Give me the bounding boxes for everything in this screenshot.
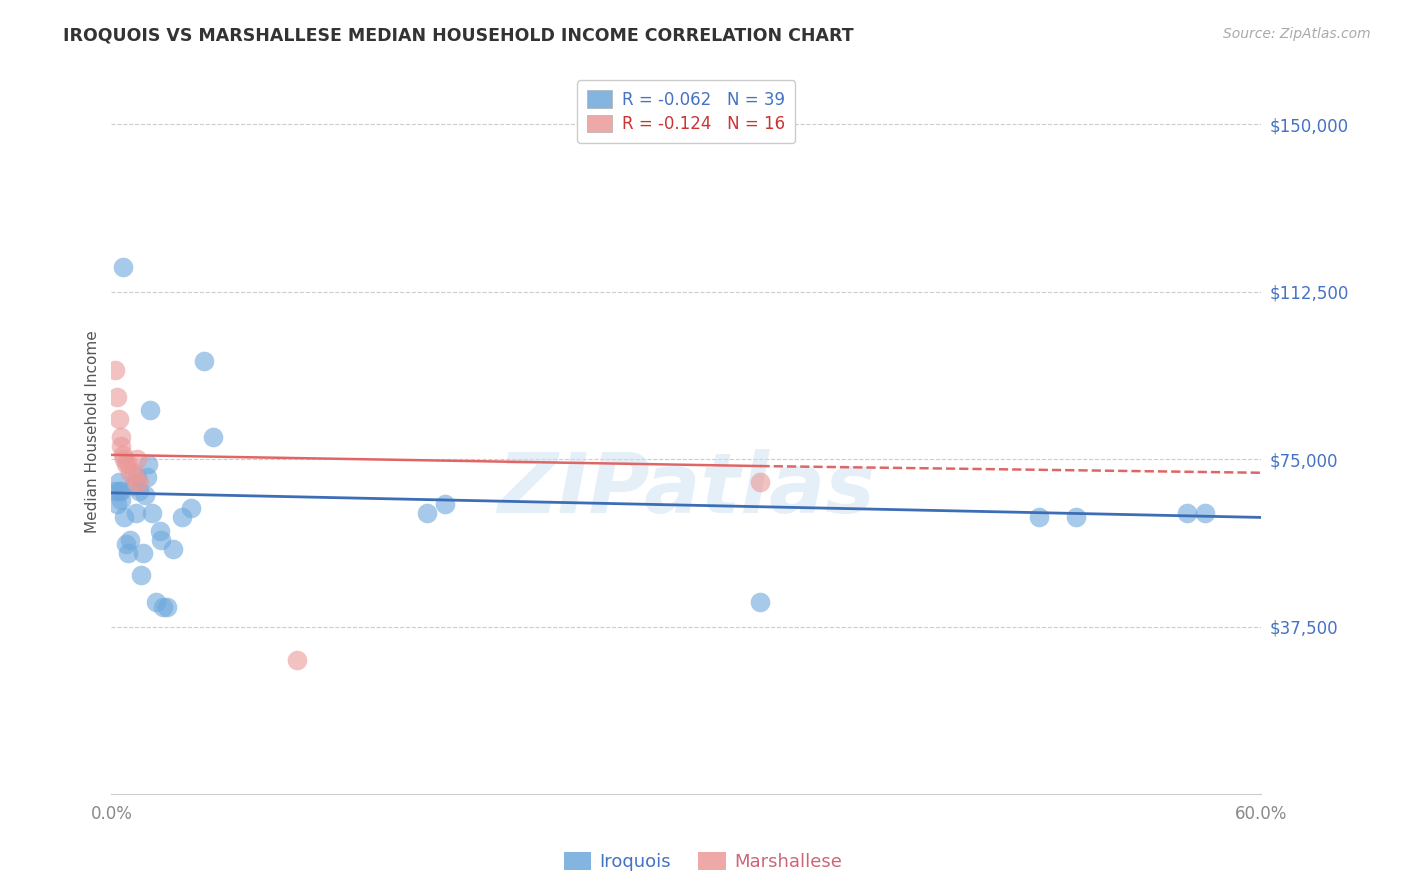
Point xyxy=(110,430,132,444)
Point xyxy=(124,506,146,520)
Legend: Iroquois, Marshallese: Iroquois, Marshallese xyxy=(557,845,849,879)
Point xyxy=(134,488,156,502)
Point xyxy=(149,524,172,538)
Text: IROQUOIS VS MARSHALLESE MEDIAN HOUSEHOLD INCOME CORRELATION CHART: IROQUOIS VS MARSHALLESE MEDIAN HOUSEHOLD… xyxy=(63,27,853,45)
Y-axis label: Median Household Income: Median Household Income xyxy=(86,330,100,533)
Point xyxy=(112,452,135,467)
Point xyxy=(749,595,772,609)
Point xyxy=(110,483,132,498)
Point xyxy=(110,492,132,507)
Point xyxy=(141,506,163,520)
Point xyxy=(1175,506,1198,520)
Point xyxy=(118,533,141,547)
Point xyxy=(117,457,139,471)
Legend: R = -0.062   N = 39, R = -0.124   N = 16: R = -0.062 N = 39, R = -0.124 N = 16 xyxy=(578,80,796,144)
Point xyxy=(162,541,184,556)
Point xyxy=(128,483,150,498)
Point xyxy=(105,497,128,511)
Point xyxy=(127,470,149,484)
Point xyxy=(1194,506,1216,520)
Text: ZIPatlas: ZIPatlas xyxy=(498,449,875,530)
Point xyxy=(105,390,128,404)
Point xyxy=(118,466,141,480)
Point xyxy=(749,475,772,489)
Point xyxy=(132,546,155,560)
Point xyxy=(285,653,308,667)
Point xyxy=(122,466,145,480)
Point xyxy=(180,501,202,516)
Point xyxy=(108,412,131,426)
Point xyxy=(111,260,134,275)
Point xyxy=(434,497,457,511)
Point xyxy=(129,568,152,582)
Point xyxy=(193,354,215,368)
Point xyxy=(110,439,132,453)
Point xyxy=(111,448,134,462)
Point xyxy=(122,479,145,493)
Point xyxy=(115,457,138,471)
Point xyxy=(115,537,138,551)
Point xyxy=(112,510,135,524)
Point xyxy=(156,599,179,614)
Point xyxy=(150,533,173,547)
Point xyxy=(152,599,174,614)
Point xyxy=(1064,510,1087,524)
Point xyxy=(135,470,157,484)
Point xyxy=(108,483,131,498)
Point xyxy=(104,363,127,377)
Point xyxy=(1028,510,1050,524)
Point xyxy=(415,506,437,520)
Point xyxy=(138,457,160,471)
Point xyxy=(108,475,131,489)
Text: Source: ZipAtlas.com: Source: ZipAtlas.com xyxy=(1223,27,1371,41)
Point xyxy=(139,403,162,417)
Point xyxy=(202,430,225,444)
Point xyxy=(117,546,139,560)
Point xyxy=(124,475,146,489)
Point xyxy=(127,452,149,467)
Point xyxy=(128,475,150,489)
Point xyxy=(104,483,127,498)
Point xyxy=(145,595,167,609)
Point xyxy=(170,510,193,524)
